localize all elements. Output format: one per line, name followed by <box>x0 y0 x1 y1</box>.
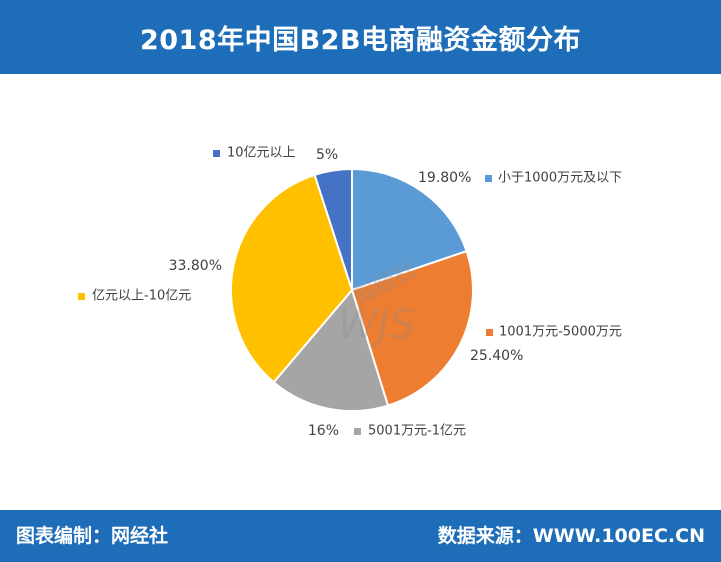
legend-marker <box>213 150 220 157</box>
header-bar: 2018年中国B2B电商融资金额分布 <box>0 0 721 74</box>
footer-credit: 图表编制：网经社 <box>16 525 169 547</box>
pie-slice <box>313 167 353 291</box>
pie-slice <box>272 287 390 412</box>
slice-category-label: 小于1000万元及以下 <box>498 171 622 186</box>
chart-area: WJS 网经社 19.80% 小于1000万元及以下 25.40% 1001万元-50… <box>0 74 721 510</box>
slice-category-label: 1001万元-5000万元 <box>499 325 622 340</box>
slice-value-label: 19.80% <box>418 170 471 186</box>
slice-value-label: 16% <box>308 423 339 439</box>
pie-slice <box>230 173 354 384</box>
slice-category-label: 5001万元-1亿元 <box>368 424 466 439</box>
slice-value-label: 33.80% <box>169 258 222 274</box>
legend-marker <box>78 293 85 300</box>
page-title: 2018年中国B2B电商融资金额分布 <box>139 24 582 56</box>
pie-labels: 19.80% 小于1000万元及以下 25.40% 1001万元-5000万元 16% 5… <box>78 146 622 439</box>
watermark-mark: WJS <box>338 302 415 348</box>
footer-source: 数据来源：WWW.100EC.CN <box>437 525 705 547</box>
slice-category-label: 亿元以上-10亿元 <box>92 289 191 304</box>
slice-category-label: 10亿元以上 <box>227 146 296 161</box>
slice-value-label: 25.40% <box>470 348 523 364</box>
pie-slice <box>350 249 474 407</box>
footer-bar: 图表编制：网经社 数据来源：WWW.100EC.CN <box>0 510 721 562</box>
pie-slice <box>351 167 468 292</box>
pie-chart: WJS 网经社 19.80% 小于1000万元及以下25.40%1001万元-50… <box>78 146 622 439</box>
legend-marker <box>486 329 493 336</box>
slice-value-label: 5% <box>316 147 338 163</box>
legend-marker <box>354 428 361 435</box>
pie-slices <box>230 167 474 412</box>
legend-marker <box>485 175 492 182</box>
